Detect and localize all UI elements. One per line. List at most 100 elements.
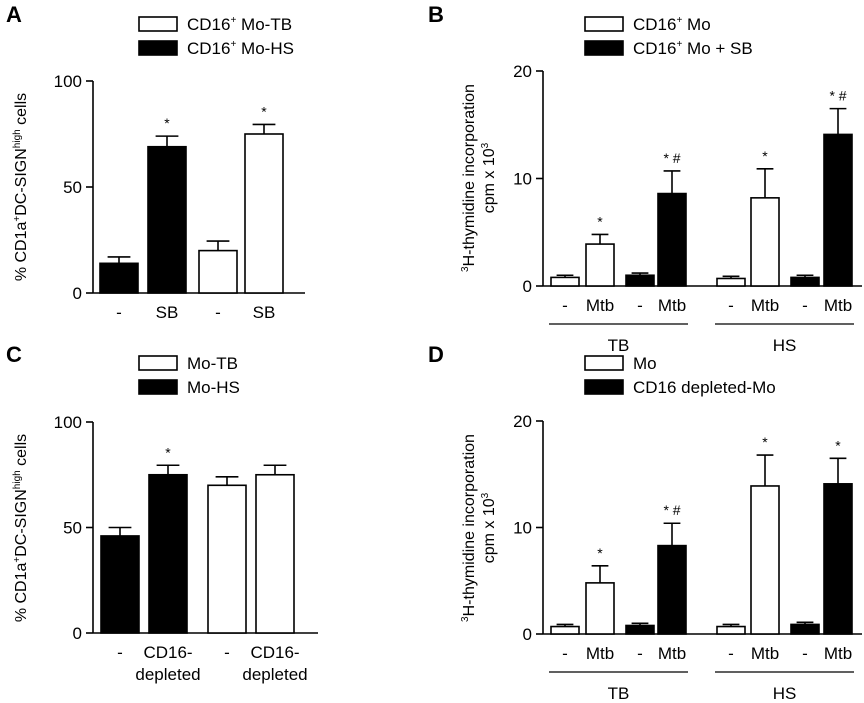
- bar: [750, 197, 780, 287]
- bar: [99, 262, 139, 294]
- bar: [207, 484, 247, 634]
- x-tick-label: -: [637, 296, 643, 315]
- significance-mark: * #: [663, 502, 680, 518]
- y-tick-label: 100: [54, 413, 82, 432]
- x-tick-label: CD16-: [143, 643, 192, 662]
- bar: [750, 485, 780, 635]
- x-tick-label: -: [116, 303, 122, 322]
- legend-swatch: [584, 355, 624, 371]
- panel-c-chart: C 0 50 100 % CD1a+DC-SIGNhigh cells Mo-TB Mo-H…: [6, 342, 318, 684]
- legend-label: CD16+ Mo-HS: [187, 39, 294, 58]
- bar: [148, 473, 188, 634]
- y-tick-label: 50: [63, 178, 82, 197]
- y-tick-label: 10: [513, 170, 532, 189]
- significance-mark: *: [762, 434, 768, 450]
- bar: [550, 625, 580, 635]
- legend-swatch: [584, 379, 624, 395]
- y-axis-label: % CD1a+DC-SIGNhigh cells: [12, 434, 30, 622]
- y-tick-label: 20: [513, 62, 532, 81]
- x-tick-label: -: [802, 644, 808, 663]
- legend-swatch: [138, 355, 178, 371]
- panel-a-chart: A 0 50 100 % CD1a+DC-SIGNhigh cells CD16+ Mo-…: [6, 2, 305, 322]
- x-tick-label: Mtb: [658, 644, 686, 663]
- x-tick-label: -: [637, 644, 643, 663]
- bar: [550, 276, 580, 287]
- group-label: HS: [773, 684, 797, 703]
- significance-mark: * #: [663, 150, 680, 166]
- y-tick-label: 0: [73, 284, 82, 303]
- legend-label: CD16+ Mo: [633, 15, 711, 34]
- group-label: TB: [608, 684, 630, 703]
- significance-mark: *: [762, 148, 768, 164]
- bar: [100, 535, 140, 634]
- panel-letter: D: [428, 342, 444, 367]
- y-axis-label-line2: cpm x 103: [480, 142, 498, 213]
- bar: [657, 544, 687, 635]
- x-tick-label: Mtb: [824, 296, 852, 315]
- legend-swatch: [584, 16, 624, 32]
- legend-swatch: [584, 40, 624, 56]
- bar: [716, 625, 746, 635]
- y-tick-label: 10: [513, 519, 532, 538]
- group-label: TB: [608, 336, 630, 355]
- y-tick-label: 20: [513, 412, 532, 431]
- bar: [790, 623, 820, 635]
- bar: [716, 277, 746, 287]
- x-tick-label: -: [224, 643, 230, 662]
- y-axis-label-line2: cpm x 103: [480, 492, 498, 563]
- x-tick-label: Mtb: [751, 644, 779, 663]
- y-tick-label: 0: [523, 625, 532, 644]
- panel-b-chart: B 0 10 20 3H-thymidine incorporation cpm x 10…: [428, 2, 862, 355]
- legend-swatch: [138, 16, 178, 32]
- legend-label: CD16 depleted-Mo: [633, 378, 776, 397]
- x-tick-label: CD16-: [250, 643, 299, 662]
- legend-swatch: [138, 379, 178, 395]
- bar: [625, 274, 655, 287]
- x-tick-label-line2: depleted: [242, 665, 307, 684]
- legend-label: Mo-TB: [187, 354, 238, 373]
- x-tick-label: -: [728, 644, 734, 663]
- x-tick-label: Mtb: [586, 644, 614, 663]
- x-tick-label: -: [117, 643, 123, 662]
- bar: [625, 624, 655, 635]
- legend-label: CD16+ Mo-TB: [187, 15, 292, 34]
- legend-swatch: [138, 40, 178, 56]
- y-axis-label: 3H-thymidine incorporation: [460, 434, 478, 622]
- x-tick-label: Mtb: [586, 296, 614, 315]
- x-tick-label: Mtb: [658, 296, 686, 315]
- bar: [823, 133, 853, 287]
- x-tick-label: -: [562, 644, 568, 663]
- panel-d-chart: D 0 10 20 3H-thymidine incorporation cpm x 10…: [428, 342, 862, 703]
- x-tick-label: -: [802, 296, 808, 315]
- x-tick-label-line2: depleted: [135, 665, 200, 684]
- legend-label: Mo: [633, 354, 657, 373]
- bar: [657, 192, 687, 287]
- bar: [585, 582, 615, 635]
- significance-mark: *: [835, 437, 841, 453]
- significance-mark: *: [164, 115, 170, 131]
- x-tick-label: Mtb: [751, 296, 779, 315]
- y-tick-label: 50: [63, 519, 82, 538]
- significance-mark: *: [597, 213, 603, 229]
- x-tick-label: -: [215, 303, 221, 322]
- bar: [147, 145, 187, 294]
- panel-letter: C: [6, 342, 22, 367]
- bar: [198, 249, 238, 294]
- x-tick-label: -: [728, 296, 734, 315]
- significance-mark: * #: [829, 88, 846, 104]
- bar: [255, 473, 295, 634]
- y-axis-label: % CD1a+DC-SIGNhigh cells: [12, 93, 30, 281]
- significance-mark: *: [261, 103, 267, 119]
- group-label: HS: [773, 336, 797, 355]
- y-axis-label: 3H-thymidine incorporation: [460, 84, 478, 272]
- bar: [790, 276, 820, 287]
- y-tick-label: 0: [523, 277, 532, 296]
- bar: [585, 243, 615, 287]
- y-tick-label: 100: [54, 72, 82, 91]
- y-tick-label: 0: [73, 624, 82, 643]
- legend-label: Mo-HS: [187, 378, 240, 397]
- legend-label: CD16+ Mo + SB: [633, 39, 753, 58]
- x-tick-label: -: [562, 296, 568, 315]
- significance-mark: *: [597, 545, 603, 561]
